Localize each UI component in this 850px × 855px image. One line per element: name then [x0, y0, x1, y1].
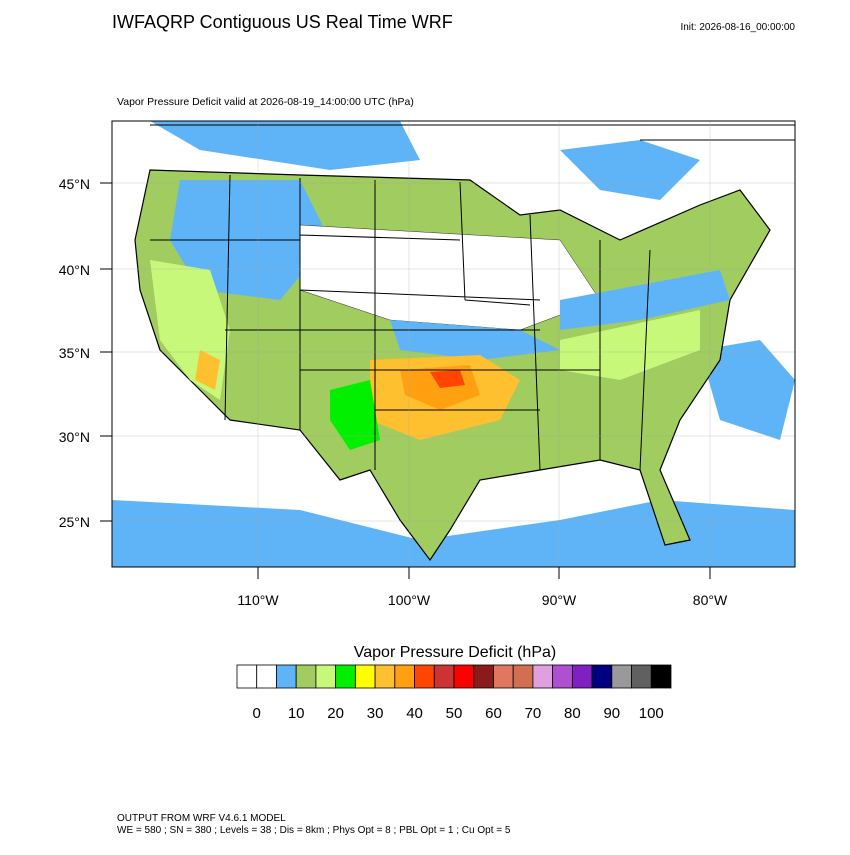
colorbar-swatch: [493, 664, 514, 689]
atlantic-field: [700, 340, 795, 440]
colorbar-label: 30: [367, 705, 384, 722]
colorbar-swatch: [236, 664, 258, 689]
colorbar-label: 80: [564, 705, 581, 722]
colorbar-swatch: [512, 664, 534, 689]
lat-label: 40°N: [59, 262, 90, 278]
colorbar-swatch: [532, 664, 554, 689]
colorbar-swatch: [374, 664, 396, 689]
colorbar-swatch: [631, 664, 652, 689]
canada-field: [560, 140, 700, 200]
colorbar-swatch: [256, 664, 277, 689]
lon-label: 80°W: [693, 592, 728, 608]
colorbar-swatch: [591, 664, 613, 689]
subtitle: Vapor Pressure Deficit valid at 2026-08-…: [117, 96, 414, 108]
colorbar-label: 100: [639, 705, 664, 722]
colorbar-swatch: [571, 664, 593, 689]
footer-line: WE = 580 ; SN = 380 ; Levels = 38 ; Dis …: [117, 825, 511, 836]
southeast-field: [560, 310, 700, 380]
colorbar-swatch: [276, 664, 297, 689]
ohio-field: [560, 270, 730, 330]
title: IWFAQRP Contiguous US Real Time WRF: [112, 12, 453, 32]
colorbar-swatch: [354, 664, 376, 689]
colorbar-label: 60: [485, 705, 502, 722]
colorbar-swatch: [650, 664, 672, 689]
colorbar-swatch: [295, 664, 317, 689]
colorbar-label: 0: [253, 705, 261, 722]
lat-ticks: [100, 182, 711, 579]
texas-field: [330, 380, 380, 450]
lat-label: 30°N: [59, 429, 90, 445]
footer-line: OUTPUT FROM WRF V4.6.1 MODEL: [117, 813, 286, 824]
colorbar-label: 70: [525, 705, 542, 722]
colorbar-swatch: [394, 664, 415, 689]
lon-label: 100°W: [388, 592, 431, 608]
colorbar-swatch: [611, 664, 632, 689]
map: 45°N 40°N 35°N 30°N 25°N 110°W 100°W 90°…: [59, 120, 796, 608]
lon-label: 90°W: [542, 592, 577, 608]
lat-labels: 45°N 40°N 35°N 30°N 25°N: [59, 176, 90, 530]
desert-field: [195, 350, 220, 390]
colorbar-label: 40: [406, 705, 423, 722]
colorbar-label: 20: [327, 705, 344, 722]
colorbar-label: 90: [603, 705, 620, 722]
lat-label: 25°N: [59, 514, 90, 530]
colorbar-swatch: [315, 664, 337, 689]
colorbar-swatch: [335, 664, 356, 689]
colorbar-title: Vapor Pressure Deficit (hPa): [354, 644, 556, 661]
colorbar-swatch: [414, 664, 435, 689]
colorbar-swatch: [433, 664, 455, 689]
hot-spot: [430, 370, 465, 388]
lon-labels: 110°W 100°W 90°W 80°W: [237, 592, 728, 608]
init-time: Init: 2026-08-16_00:00:00: [680, 22, 795, 33]
ocean-field: [112, 500, 795, 567]
colorbar-swatch: [552, 664, 573, 689]
colorbar: 0 10 20 30 40 50 60 70 80 90 100: [236, 664, 672, 722]
colorbar-swatch: [473, 664, 494, 689]
lon-label: 110°W: [237, 592, 279, 608]
colorbar-label: 50: [446, 705, 463, 722]
map-frame: [111, 120, 796, 568]
lat-label: 35°N: [59, 345, 90, 361]
north-field: [150, 121, 420, 170]
colorbar-swatch: [453, 664, 475, 689]
lat-label: 45°N: [59, 176, 90, 192]
colorbar-label: 10: [288, 705, 305, 722]
